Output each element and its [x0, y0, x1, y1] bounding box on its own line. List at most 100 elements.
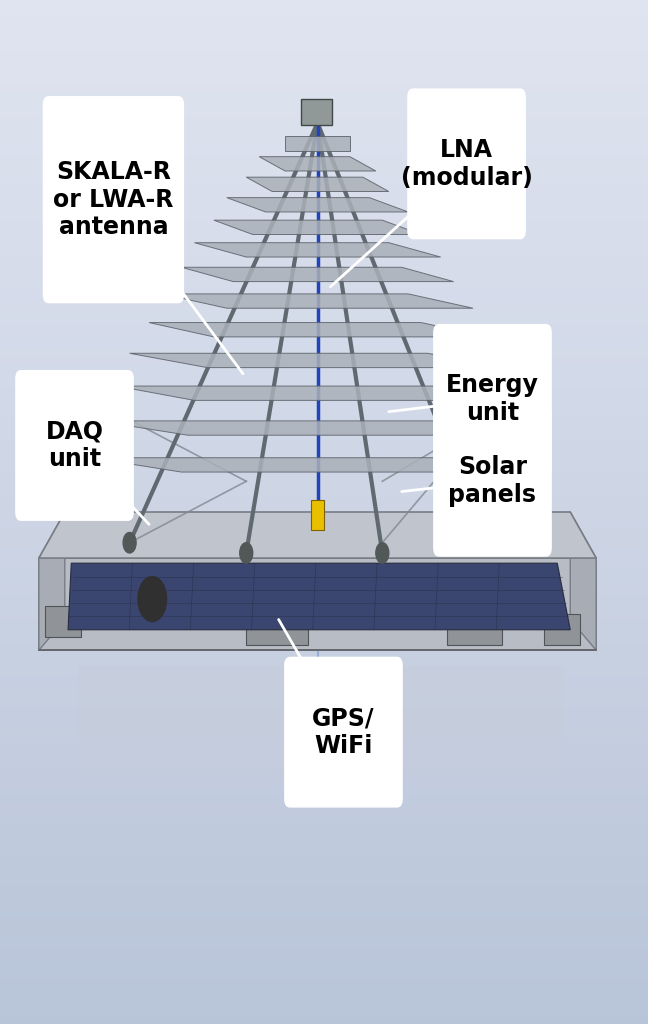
- Bar: [0, 655, 648, 660]
- Bar: [0, 701, 648, 707]
- Bar: [0, 579, 648, 584]
- Bar: [0, 143, 648, 148]
- Bar: [0, 840, 648, 845]
- Bar: [0, 46, 648, 51]
- Bar: [0, 230, 648, 236]
- FancyBboxPatch shape: [284, 657, 402, 807]
- Bar: [0, 635, 648, 640]
- Bar: [0, 225, 648, 230]
- Bar: [0, 814, 648, 819]
- Bar: [0, 558, 648, 563]
- Bar: [0, 174, 648, 179]
- Bar: [0, 712, 648, 717]
- Bar: [0, 993, 648, 998]
- Bar: [0, 916, 648, 922]
- Bar: [0, 256, 648, 261]
- Polygon shape: [78, 666, 564, 778]
- Bar: [0, 906, 648, 911]
- Bar: [0, 932, 648, 937]
- Bar: [0, 748, 648, 753]
- Bar: [0, 497, 648, 502]
- Bar: [0, 123, 648, 128]
- Bar: [0, 307, 648, 312]
- Circle shape: [138, 577, 167, 622]
- Bar: [0, 512, 648, 517]
- Bar: [0, 51, 648, 56]
- Bar: [0, 696, 648, 701]
- Bar: [0, 676, 648, 681]
- Bar: [0, 461, 648, 466]
- Bar: [0, 1014, 648, 1019]
- Bar: [0, 317, 648, 323]
- Bar: [0, 97, 648, 102]
- Bar: [0, 625, 648, 630]
- Bar: [0, 768, 648, 773]
- Bar: [0, 102, 648, 108]
- Bar: [0, 620, 648, 625]
- Polygon shape: [130, 353, 505, 368]
- Bar: [0, 41, 648, 46]
- Bar: [0, 108, 648, 113]
- Bar: [0, 978, 648, 983]
- Bar: [0, 1019, 648, 1024]
- Polygon shape: [91, 458, 544, 472]
- Bar: [0, 415, 648, 420]
- Bar: [0, 855, 648, 860]
- Circle shape: [480, 532, 492, 553]
- Bar: [0, 563, 648, 568]
- Bar: [0, 184, 648, 189]
- Bar: [0, 128, 648, 133]
- Bar: [0, 594, 648, 599]
- Bar: [0, 445, 648, 451]
- Bar: [0, 5, 648, 10]
- Polygon shape: [97, 421, 538, 435]
- Bar: [0, 348, 648, 353]
- Bar: [0, 189, 648, 195]
- Bar: [0, 548, 648, 553]
- Bar: [301, 99, 332, 125]
- Bar: [0, 210, 648, 215]
- Bar: [544, 614, 580, 645]
- Circle shape: [376, 543, 389, 563]
- Bar: [0, 584, 648, 589]
- Bar: [0, 553, 648, 558]
- Bar: [0, 742, 648, 748]
- Bar: [0, 681, 648, 686]
- FancyBboxPatch shape: [43, 97, 183, 303]
- Bar: [0, 20, 648, 26]
- Bar: [0, 799, 648, 804]
- Bar: [0, 15, 648, 20]
- Bar: [0, 92, 648, 97]
- Bar: [0, 282, 648, 287]
- Bar: [0, 297, 648, 302]
- Bar: [0, 323, 648, 328]
- Bar: [0, 200, 648, 205]
- Bar: [0, 819, 648, 824]
- Bar: [0, 881, 648, 886]
- Bar: [0, 732, 648, 737]
- Bar: [0, 404, 648, 410]
- Bar: [0, 77, 648, 82]
- Bar: [0, 492, 648, 497]
- Bar: [0, 87, 648, 92]
- Bar: [0, 420, 648, 425]
- Bar: [0, 0, 648, 5]
- Bar: [0, 901, 648, 906]
- FancyBboxPatch shape: [434, 407, 551, 556]
- Bar: [0, 26, 648, 31]
- Polygon shape: [39, 512, 65, 650]
- Polygon shape: [194, 243, 441, 257]
- Bar: [0, 722, 648, 727]
- Bar: [0, 220, 648, 225]
- Polygon shape: [117, 386, 518, 400]
- Bar: [0, 56, 648, 61]
- Bar: [0, 251, 648, 256]
- Polygon shape: [246, 177, 389, 191]
- Bar: [0, 179, 648, 184]
- Bar: [0, 599, 648, 604]
- Bar: [0, 860, 648, 865]
- Bar: [0, 476, 648, 481]
- Bar: [0, 604, 648, 609]
- Bar: [0, 850, 648, 855]
- Bar: [0, 36, 648, 41]
